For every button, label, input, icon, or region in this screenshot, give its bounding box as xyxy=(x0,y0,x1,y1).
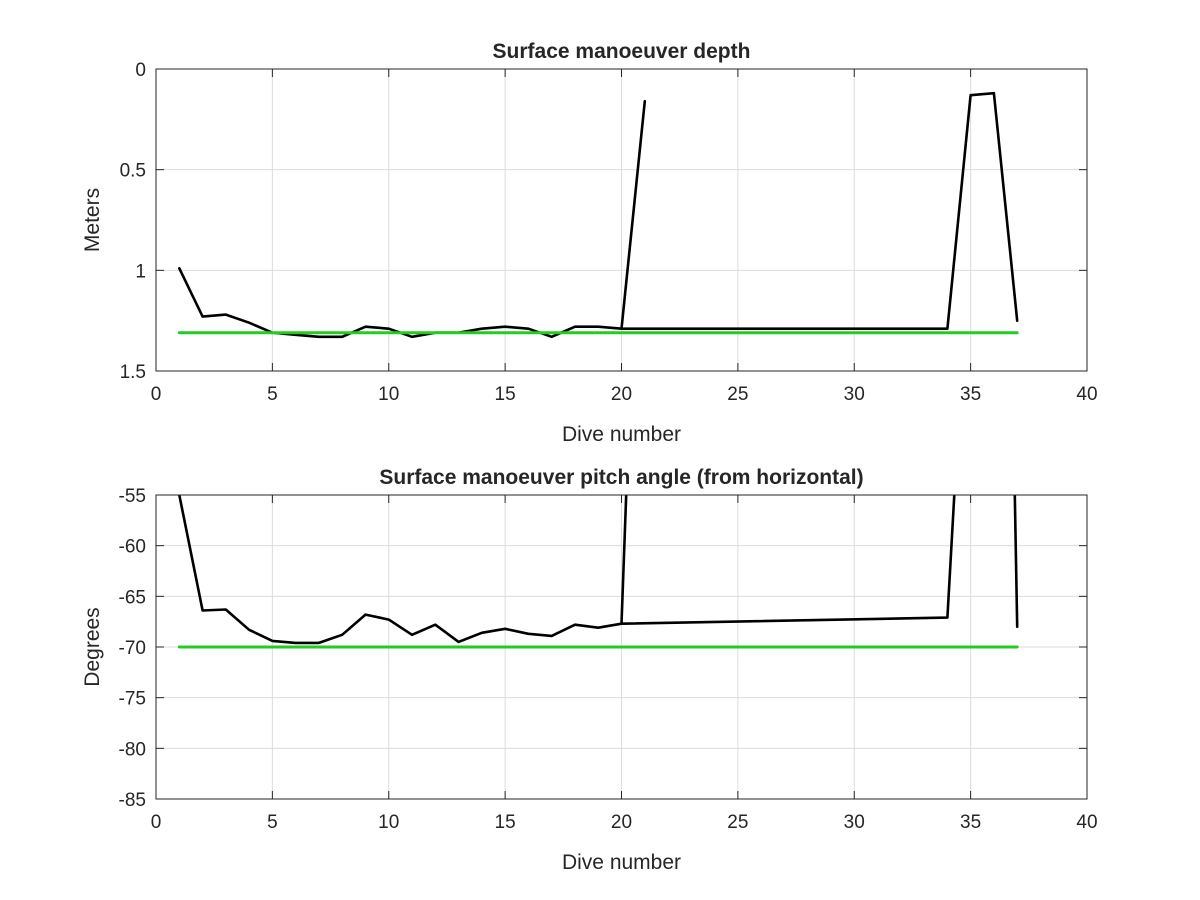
data-line-1 xyxy=(620,91,1019,331)
y-tick-label: 0 xyxy=(135,60,146,81)
x-tick-label: 25 xyxy=(727,812,748,833)
chart-title: Surface manoeuver pitch angle (from hori… xyxy=(379,466,863,489)
x-tick-label: 10 xyxy=(378,812,399,833)
x-tick-label: 0 xyxy=(151,812,162,833)
y-tick-label: 1.5 xyxy=(120,362,146,383)
y-axis-label: Degrees xyxy=(81,607,104,686)
depth-chart: 0 5 10 15 20 25 30 35 40 0 0.5 1 1.5 Surface manoeuve… xyxy=(81,40,1098,446)
x-tick-label: 25 xyxy=(727,384,748,405)
series-group xyxy=(177,495,1019,649)
data-line-0 xyxy=(178,99,647,339)
data-line-1 xyxy=(620,495,956,626)
x-tick-label: 30 xyxy=(844,384,865,405)
y-tick-label: -65 xyxy=(119,587,146,608)
y-tick-label: 0.5 xyxy=(120,161,146,182)
y-tick-label: -75 xyxy=(119,689,146,710)
y-tick-label: -60 xyxy=(119,537,146,558)
y-tick-label: 1 xyxy=(135,261,146,282)
x-tick-label: 15 xyxy=(495,812,516,833)
plot-frame xyxy=(155,494,1088,800)
chart-title: Surface manoeuver depth xyxy=(493,40,751,63)
data-line-2 xyxy=(1013,495,1019,629)
x-tick-label: 0 xyxy=(151,384,162,405)
x-tick-label: 20 xyxy=(611,384,632,405)
y-tick-label: -70 xyxy=(119,638,146,659)
x-tick-label: 5 xyxy=(267,384,278,405)
series-group xyxy=(177,91,1019,339)
x-tick-label: 40 xyxy=(1076,812,1097,833)
x-tick-label: 20 xyxy=(611,812,632,833)
x-tick-label: 15 xyxy=(495,384,516,405)
x-axis-label: Dive number xyxy=(562,423,681,446)
y-axis-label: Meters xyxy=(81,188,104,252)
y-tick-label: -80 xyxy=(119,739,146,760)
y-tick-label: -55 xyxy=(119,486,146,507)
pitch-chart: 0 5 10 15 20 25 30 35 40 -55 -60 -65 -70 -75 -80 -85 Sur… xyxy=(81,466,1098,874)
data-line-0 xyxy=(178,495,628,645)
x-axis-label: Dive number xyxy=(562,851,681,874)
x-tick-label: 30 xyxy=(844,812,865,833)
plot-frame xyxy=(155,68,1088,372)
x-tick-label: 35 xyxy=(960,384,981,405)
x-tick-label: 40 xyxy=(1076,384,1097,405)
y-tick-label: -85 xyxy=(119,790,146,811)
x-tick-label: 35 xyxy=(960,812,981,833)
x-tick-label: 10 xyxy=(378,384,399,405)
x-tick-label: 5 xyxy=(267,812,278,833)
